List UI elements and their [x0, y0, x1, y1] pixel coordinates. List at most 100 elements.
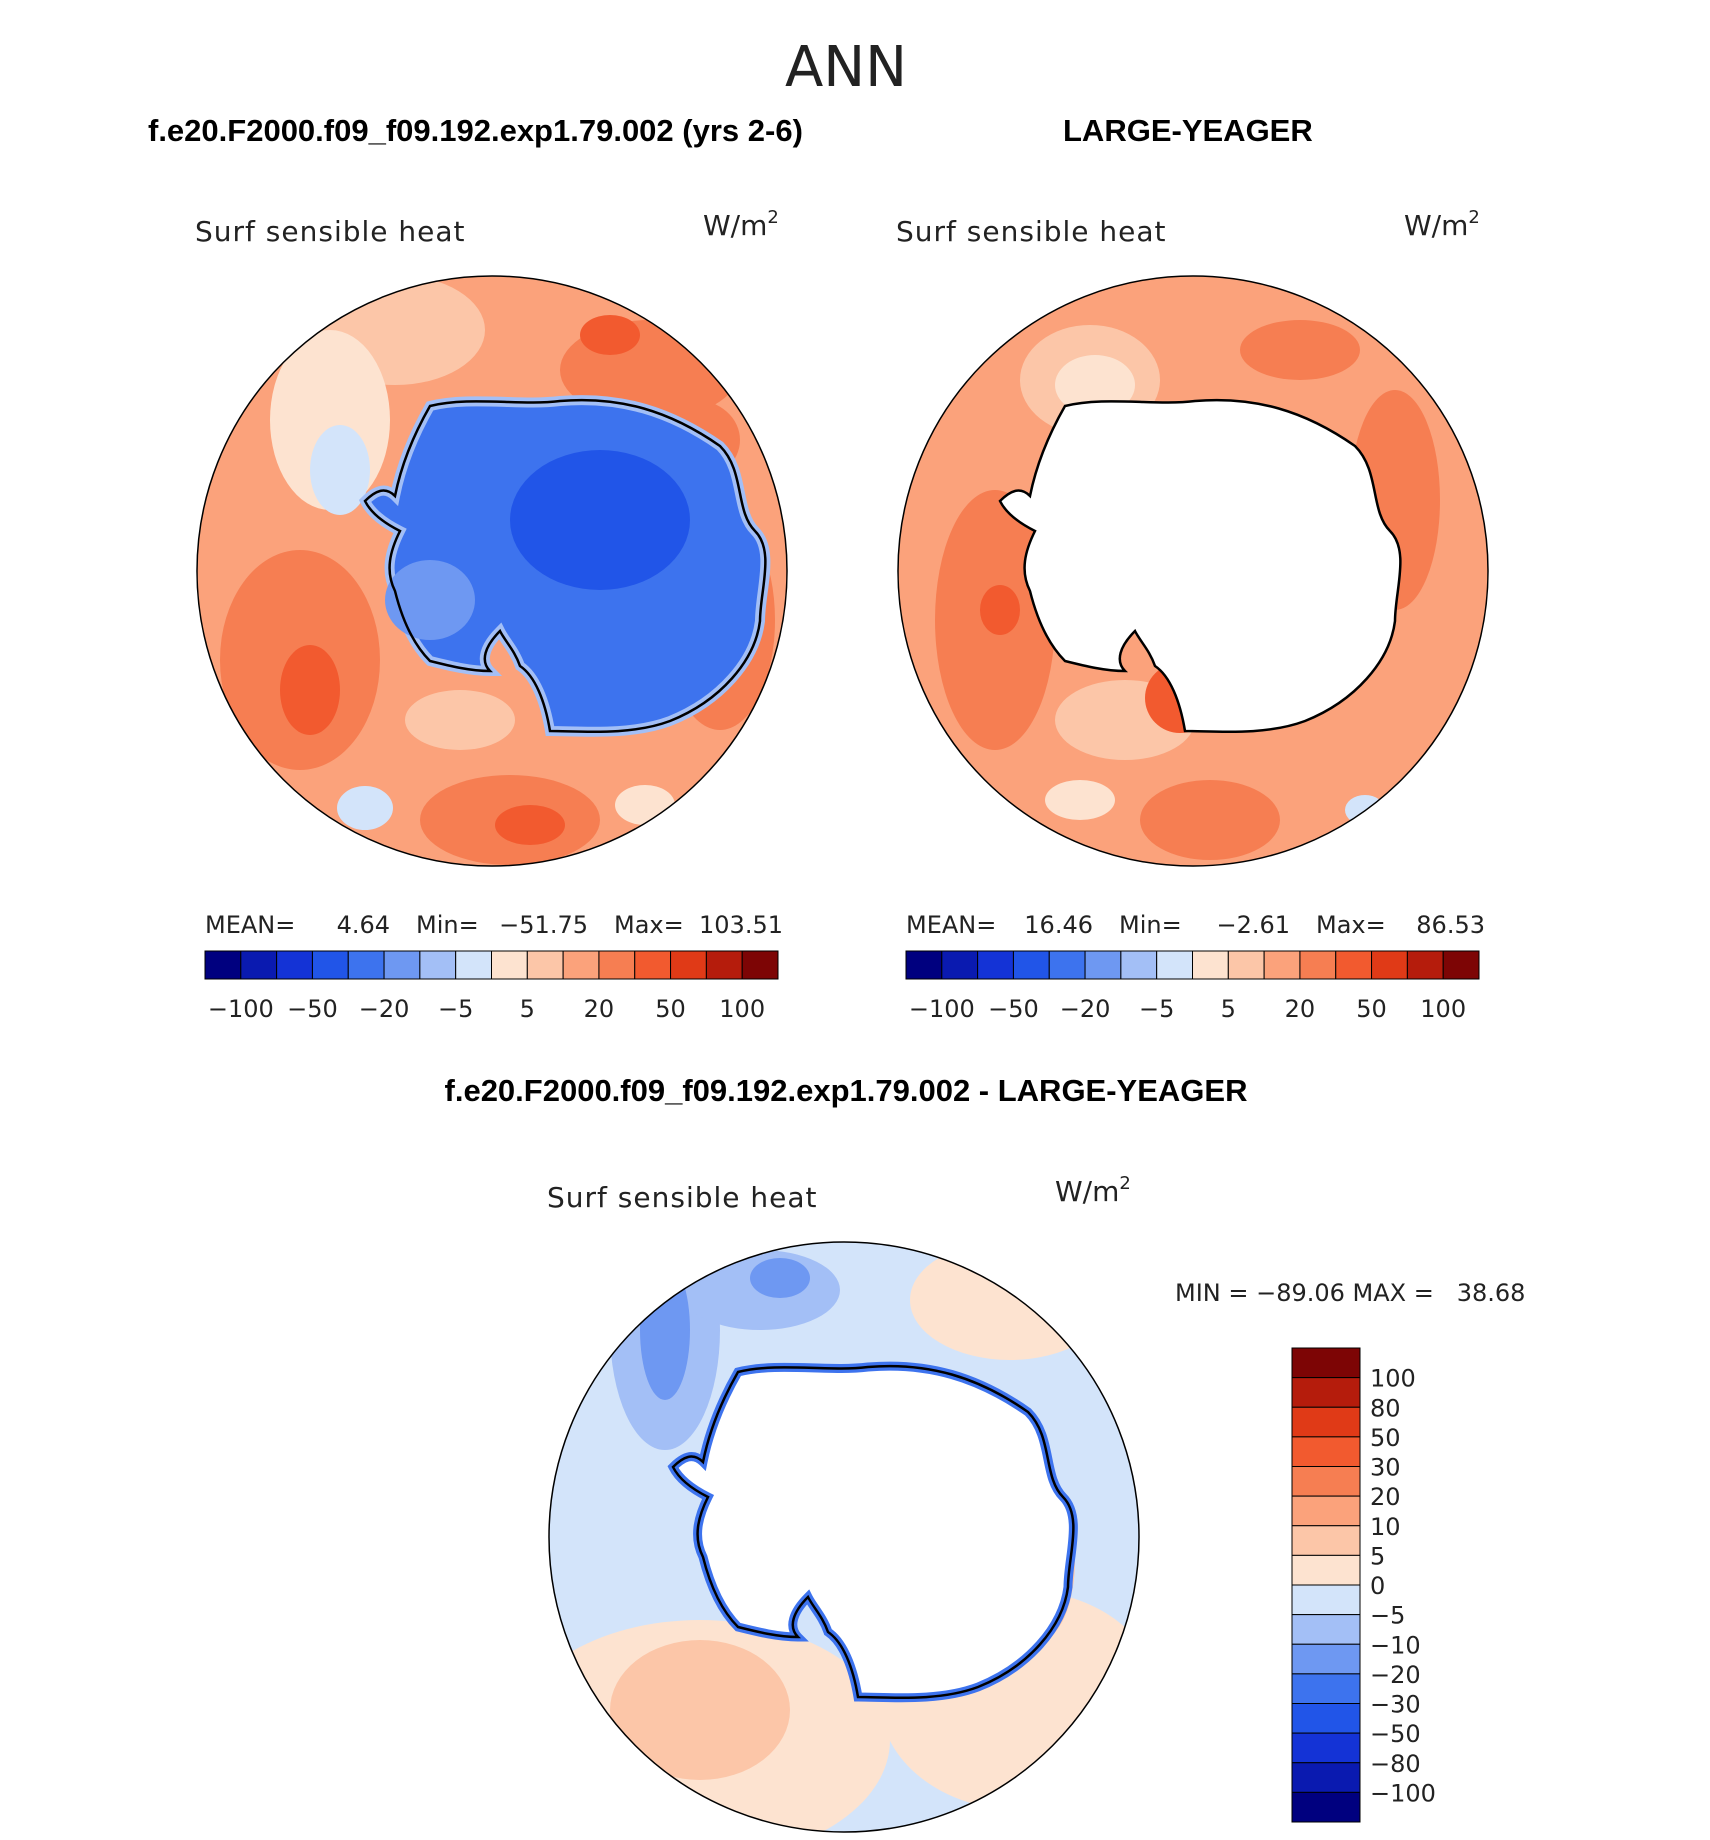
svg-text:MEAN=: MEAN= — [906, 911, 996, 939]
colorbar-diff-swatch — [1291, 1614, 1361, 1645]
colorbar-a-tick-label: 20 — [584, 995, 615, 1023]
colorbar-diff-tick-label: 30 — [1370, 1454, 1401, 1482]
colorbar-b-swatch — [1084, 950, 1122, 980]
colorbar-b-swatch — [1299, 950, 1337, 980]
colorbar-b-swatch — [1371, 950, 1408, 980]
svg-text:103.51: 103.51 — [699, 911, 783, 939]
colorbar-diff-swatch — [1291, 1495, 1361, 1527]
colorbar-a-swatch — [276, 950, 313, 980]
colorbar-diff-swatch — [1291, 1762, 1361, 1793]
svg-text:4.64: 4.64 — [337, 911, 390, 939]
colorbar-a-swatch — [562, 950, 600, 980]
colorbar-diff-tick-label: −30 — [1370, 1691, 1421, 1719]
colorbar-b-swatch — [1442, 950, 1480, 980]
colorbar-a-swatch — [634, 950, 672, 980]
colorbar-diff-swatch — [1291, 1406, 1361, 1438]
panel-b-stats: MEAN= 16.46 Min= −2.61 Max= 86.53 — [906, 911, 1485, 939]
colorbar-diff-tick-label: 5 — [1370, 1542, 1385, 1570]
colorbar-a-tick-label: −5 — [438, 995, 473, 1023]
colorbar-b-swatch — [905, 950, 943, 980]
colorbar-b-swatch — [1406, 950, 1444, 980]
colorbar-a-swatch — [347, 950, 385, 980]
colorbar-b-swatch — [1263, 950, 1301, 980]
colorbar-diff-tick-label: 80 — [1370, 1394, 1401, 1422]
colorbar-diff-tick-label: −100 — [1370, 1779, 1436, 1807]
svg-text:−51.75: −51.75 — [499, 911, 588, 939]
colorbar-diff-tick-label: 50 — [1370, 1424, 1401, 1452]
colorbar-diff-tick-label: 100 — [1370, 1365, 1416, 1393]
colorbar-diff-swatch — [1291, 1791, 1361, 1823]
colorbar-diff-tick-label: −50 — [1370, 1720, 1421, 1748]
colorbar-a-swatch — [705, 950, 743, 980]
colorbar-a-swatch — [491, 950, 528, 980]
figure-title: ANN — [785, 35, 907, 100]
colorbar-diff-swatch — [1291, 1703, 1361, 1734]
colorbar-a-tick-label: 5 — [520, 995, 535, 1023]
panel-a-stats: MEAN= 4.64 Min= −51.75 Max= 103.51 — [205, 911, 783, 939]
colorbar-b-swatch — [1227, 950, 1265, 980]
colorbar-diff-swatch — [1291, 1466, 1361, 1497]
colorbar-diff-swatch — [1291, 1673, 1361, 1704]
map-panel-b — [897, 275, 1489, 867]
panel-b-units: W/m2 — [1404, 207, 1480, 242]
colorbar-b-swatch — [1120, 950, 1158, 980]
svg-text:16.46: 16.46 — [1024, 911, 1093, 939]
colorbar-diff-swatch — [1291, 1377, 1361, 1408]
colorbar-a-tick-label: 50 — [655, 995, 686, 1023]
colorbar-diff-tick-label: −10 — [1370, 1631, 1421, 1659]
colorbar-diff-swatch — [1291, 1732, 1361, 1764]
colorbar-diff-swatch — [1291, 1436, 1361, 1467]
svg-text:86.53: 86.53 — [1416, 911, 1485, 939]
colorbar-b-swatch — [977, 950, 1014, 980]
colorbar-diff-swatch — [1291, 1554, 1361, 1586]
panel-c-units: W/m2 — [1055, 1173, 1131, 1208]
colorbar-b-tick-label: 100 — [1420, 995, 1466, 1023]
map-panel-a — [196, 275, 788, 867]
svg-text:Min=: Min= — [416, 911, 479, 939]
panel-c-label: Surf sensible heat — [547, 1181, 818, 1214]
colorbar-a-tick-label: −50 — [287, 995, 338, 1023]
colorbar-diff-swatch — [1291, 1584, 1361, 1616]
colorbar-b-swatch — [941, 950, 979, 980]
colorbar-a-swatch — [670, 950, 707, 980]
colorbar-b-tick-label: −100 — [909, 995, 975, 1023]
colorbar-diff-tick-label: −80 — [1370, 1750, 1421, 1778]
colorbar-diff-swatch — [1291, 1643, 1361, 1675]
colorbar-diff-tick-label: −20 — [1370, 1661, 1421, 1689]
svg-text:−2.61: −2.61 — [1216, 911, 1290, 939]
colorbar-diff-tick-label: 0 — [1370, 1572, 1385, 1600]
colorbar-b-swatch — [1048, 950, 1086, 980]
panel-b-header: LARGE-YEAGER — [1063, 113, 1313, 148]
svg-text:MEAN=: MEAN= — [205, 911, 295, 939]
panel-a-units: W/m2 — [703, 207, 779, 242]
colorbar-a-tick-label: −100 — [208, 995, 274, 1023]
svg-text:Max=: Max= — [1316, 911, 1386, 939]
colorbar-b-swatch — [1335, 950, 1373, 980]
colorbar-a-tick-label: 100 — [719, 995, 765, 1023]
panel-a-label: Surf sensible heat — [195, 215, 466, 248]
colorbar-diff-swatch — [1291, 1525, 1361, 1556]
colorbar-b-tick-label: 5 — [1221, 995, 1236, 1023]
colorbar-a-swatch — [204, 950, 242, 980]
colorbar-diff-tick-label: 20 — [1370, 1483, 1401, 1511]
colorbar-b-swatch — [1192, 950, 1229, 980]
colorbar-a-swatch — [741, 950, 779, 980]
colorbar-b-swatch — [1156, 950, 1193, 980]
colorbar-b-tick-label: 50 — [1356, 995, 1387, 1023]
colorbar-b-tick-label: −5 — [1139, 995, 1174, 1023]
colorbar-a-tick-label: −20 — [359, 995, 410, 1023]
colorbar-diff-swatch — [1291, 1347, 1361, 1379]
colorbar-a-swatch — [240, 950, 278, 980]
colorbar-diff-tick-label: 10 — [1370, 1513, 1401, 1541]
svg-text:Max=: Max= — [614, 911, 684, 939]
colorbar-b-tick-label: −50 — [988, 995, 1039, 1023]
colorbar-panel-b: −100 −50 −20 −5 5 20 50 100 — [905, 950, 1480, 1023]
panel-c-minmax: MIN = −89.06 MAX = 38.68 — [1175, 1279, 1525, 1307]
colorbar-a-swatch — [419, 950, 457, 980]
panel-a-header: f.e20.F2000.f09_f09.192.exp1.79.002 (yrs… — [148, 113, 803, 148]
colorbar-b-tick-label: −20 — [1060, 995, 1111, 1023]
colorbar-b-swatch — [1012, 950, 1050, 980]
colorbar-a-swatch — [598, 950, 636, 980]
svg-text:Min=: Min= — [1119, 911, 1182, 939]
